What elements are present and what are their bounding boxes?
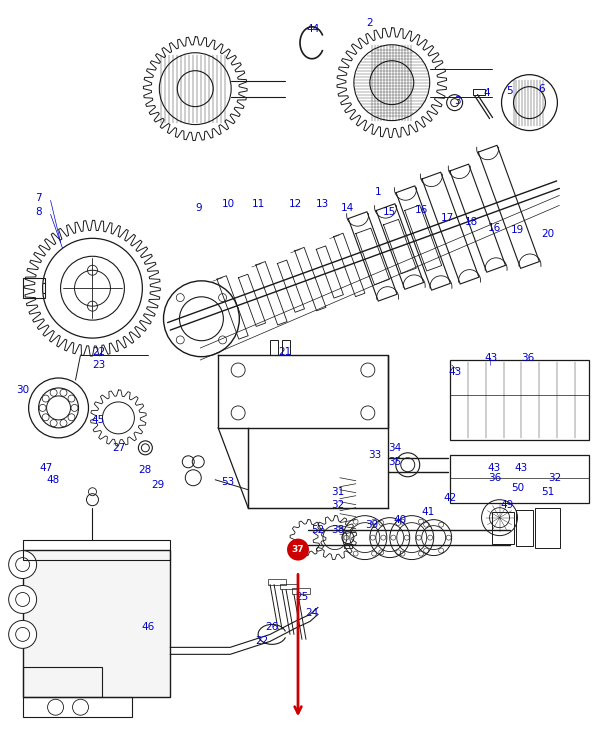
Text: 22: 22 [256,636,269,647]
Text: 20: 20 [541,229,554,239]
Bar [270,340,278,355]
Bar [268,579,286,585]
Text: 40: 40 [393,515,406,524]
Text: 36: 36 [521,353,534,363]
Text: 13: 13 [316,200,329,209]
Circle shape [8,586,37,613]
Text: 43: 43 [515,463,528,473]
Bar [515,510,533,545]
Text: 9: 9 [195,203,202,213]
Bar [292,589,310,595]
Bar [23,697,133,717]
Text: 17: 17 [441,213,454,224]
Text: 18: 18 [465,218,478,227]
Bar [280,583,298,589]
Text: 41: 41 [421,507,434,517]
Text: 15: 15 [383,207,397,218]
Text: 37: 37 [292,545,304,554]
Circle shape [8,551,37,579]
Text: 29: 29 [152,480,165,489]
Text: 50: 50 [511,483,524,492]
Text: 31: 31 [331,486,344,497]
Text: 3: 3 [454,95,461,106]
Text: 23: 23 [92,360,105,370]
Text: 25: 25 [295,592,308,603]
Bar [282,340,290,355]
Text: 33: 33 [368,450,382,460]
Text: 36: 36 [488,473,501,483]
Text: 16: 16 [488,224,501,233]
Text: 44: 44 [307,24,320,34]
Text: 7: 7 [35,194,42,203]
Bar [23,668,103,697]
Bar [344,544,352,548]
Text: 2: 2 [367,18,373,28]
Text: 22: 22 [92,347,105,357]
Circle shape [287,539,309,560]
Text: 11: 11 [251,200,265,209]
Text: 46: 46 [142,622,155,633]
Bar [449,360,589,440]
Text: 24: 24 [305,609,319,618]
Text: 53: 53 [221,477,235,486]
Text: 19: 19 [511,225,524,235]
Text: 12: 12 [289,200,302,209]
Text: 28: 28 [139,465,152,475]
Text: 47: 47 [39,463,52,473]
Text: 14: 14 [341,203,355,213]
Bar [535,507,560,548]
Text: 51: 51 [541,486,554,497]
Bar [473,89,485,95]
Text: 38: 38 [331,524,344,535]
Text: 16: 16 [415,206,428,215]
Text: 1: 1 [374,188,381,197]
Text: 30: 30 [16,385,29,395]
Bar [449,454,589,503]
Text: 6: 6 [538,83,545,94]
Text: 4: 4 [483,88,490,98]
Bar [23,539,170,559]
Text: 21: 21 [278,347,292,357]
Circle shape [8,621,37,648]
Bar [23,550,170,697]
Text: 8: 8 [35,207,42,218]
Bar [491,512,514,544]
Text: 43: 43 [448,367,461,377]
Text: 27: 27 [112,443,125,453]
Text: 10: 10 [221,200,235,209]
Text: 52: 52 [311,524,325,535]
Text: 39: 39 [365,520,379,530]
Text: 48: 48 [46,475,59,485]
Text: 43: 43 [488,463,501,473]
Text: 49: 49 [501,500,514,510]
Bar [23,278,44,298]
Text: 42: 42 [443,492,456,503]
Text: 34: 34 [388,443,401,453]
Text: 32: 32 [548,473,561,483]
Text: 43: 43 [485,353,498,363]
Text: 5: 5 [506,86,513,95]
Text: 35: 35 [388,457,401,467]
Text: 26: 26 [265,622,278,633]
Text: 32: 32 [331,500,344,510]
Text: 45: 45 [92,415,105,425]
